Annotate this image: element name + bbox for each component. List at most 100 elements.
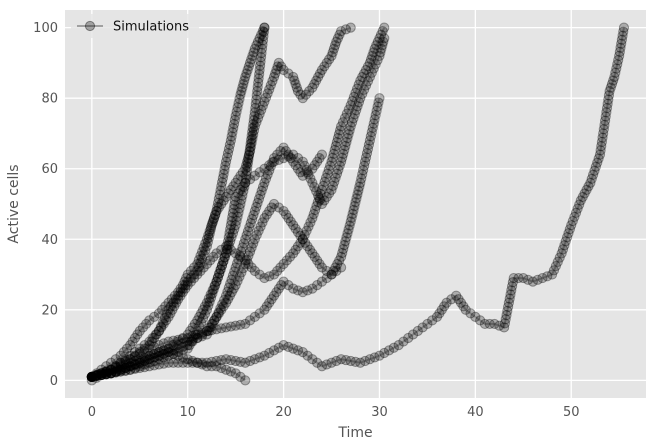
data-point <box>192 332 203 344</box>
data-point <box>240 177 251 188</box>
data-point <box>120 362 131 374</box>
data-point <box>153 308 165 319</box>
data-point <box>458 301 469 312</box>
data-point <box>305 217 316 228</box>
series-line <box>91 97 381 378</box>
data-point <box>292 163 304 174</box>
data-point <box>231 106 242 117</box>
series-5 <box>86 142 328 382</box>
data-point <box>201 241 212 252</box>
data-point <box>139 343 150 354</box>
data-point <box>345 355 356 367</box>
data-point <box>166 294 177 305</box>
data-point <box>225 366 236 377</box>
data-point <box>249 170 260 181</box>
data-point <box>590 161 601 172</box>
data-point <box>91 369 102 381</box>
data-point <box>204 226 215 237</box>
data-point <box>105 368 117 379</box>
data-point <box>216 181 227 192</box>
data-point <box>115 350 126 361</box>
data-point <box>258 31 269 42</box>
data-point <box>245 141 256 153</box>
legend-entry-simulations: Simulations <box>113 20 189 35</box>
data-point <box>305 173 316 184</box>
data-point <box>353 79 364 90</box>
data-point <box>331 168 343 179</box>
data-point <box>264 297 275 308</box>
data-point <box>177 287 189 298</box>
data-point <box>149 332 160 344</box>
data-point <box>412 325 423 337</box>
data-point <box>194 311 205 322</box>
data-point <box>125 354 136 365</box>
data-point <box>207 284 218 296</box>
data-point <box>217 299 228 310</box>
data-point <box>350 197 361 208</box>
data-point <box>96 369 107 381</box>
data-point <box>307 177 318 188</box>
data-point <box>185 325 196 337</box>
series-2 <box>86 22 390 382</box>
data-point <box>556 248 567 259</box>
data-point <box>144 354 155 365</box>
data-point <box>302 241 313 252</box>
data-point <box>101 369 112 380</box>
data-point <box>297 234 308 245</box>
data-point <box>339 240 350 251</box>
data-point <box>259 177 270 188</box>
data-point <box>161 308 172 320</box>
data-point <box>200 238 211 249</box>
data-point <box>134 343 145 354</box>
data-point <box>201 297 212 308</box>
data-point <box>235 184 246 195</box>
data-point <box>479 318 491 330</box>
data-point <box>149 311 160 322</box>
data-point <box>163 350 174 361</box>
data-point <box>86 371 97 382</box>
data-point <box>372 36 383 47</box>
data-point <box>168 297 179 308</box>
series-0 <box>86 22 270 382</box>
data-point <box>475 315 486 326</box>
data-point <box>169 301 180 312</box>
data-point <box>295 167 306 178</box>
data-point <box>273 202 284 213</box>
data-point <box>588 169 599 180</box>
data-point <box>129 347 141 358</box>
data-point <box>129 358 141 369</box>
data-point <box>599 115 611 126</box>
data-point <box>355 93 366 104</box>
data-point <box>321 359 332 370</box>
data-point <box>243 150 255 161</box>
data-point <box>330 172 341 183</box>
data-point <box>346 212 357 223</box>
series-1 <box>86 22 356 382</box>
data-point <box>91 372 102 383</box>
data-point <box>177 333 189 345</box>
data-point <box>254 108 265 120</box>
x-tick-label: 50 <box>563 405 580 420</box>
data-point <box>374 50 385 61</box>
data-point <box>264 84 275 95</box>
data-point <box>210 209 221 221</box>
data-point <box>239 181 250 193</box>
data-point <box>192 315 203 326</box>
data-point <box>367 122 378 133</box>
data-point <box>158 318 169 330</box>
data-point <box>307 82 318 93</box>
data-point <box>232 275 243 286</box>
data-point <box>205 222 217 233</box>
data-point <box>254 33 265 44</box>
data-point <box>427 315 438 326</box>
data-point <box>276 280 287 291</box>
data-point <box>153 347 165 358</box>
data-point <box>163 343 174 354</box>
data-point <box>259 22 270 33</box>
data-point <box>243 250 254 261</box>
data-point <box>197 331 208 342</box>
data-point <box>259 22 270 33</box>
data-point <box>499 318 511 329</box>
data-point <box>206 318 217 330</box>
data-point <box>227 212 238 223</box>
